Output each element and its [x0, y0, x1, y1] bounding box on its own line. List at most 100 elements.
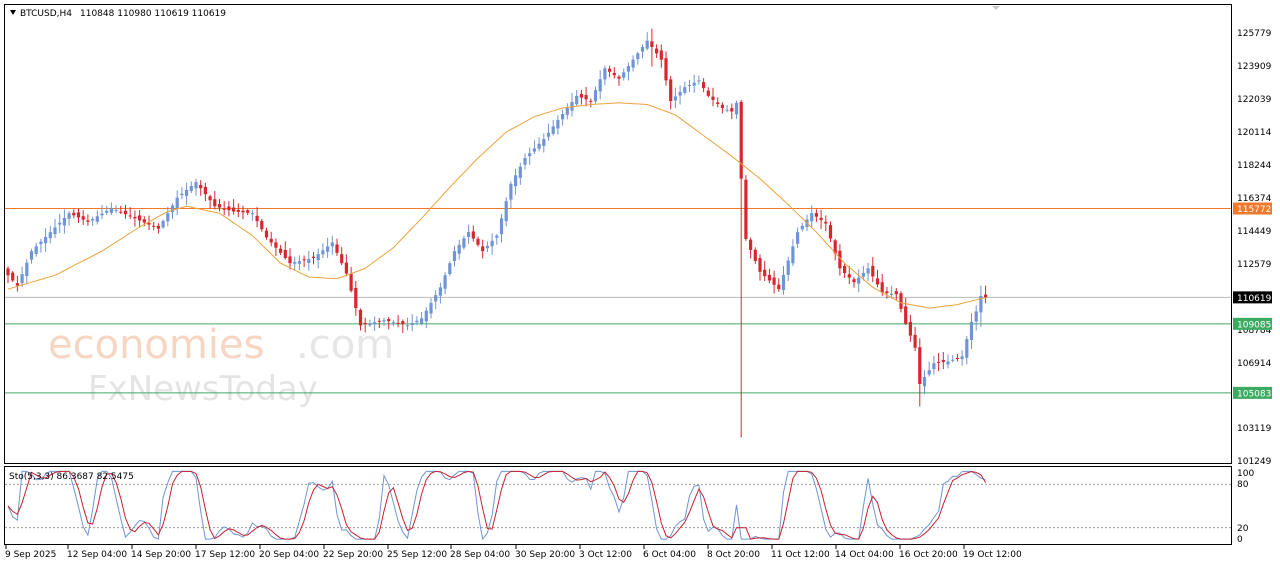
candle-body [485, 245, 489, 249]
candle-body [255, 215, 259, 222]
watermark: economies .com FxNewsToday [48, 322, 394, 409]
candle-body [551, 126, 555, 134]
candle-body [673, 96, 677, 101]
candle-body [232, 207, 236, 212]
candle-body [34, 246, 38, 254]
candle-body [311, 256, 316, 259]
time-tick-label: 30 Sep 20:00 [515, 550, 575, 560]
candle-body [875, 278, 880, 285]
candle-body [711, 96, 715, 100]
candle-body [194, 182, 198, 189]
candle-body [105, 210, 109, 213]
time-tick-label: 3 Oct 12:00 [579, 550, 632, 560]
main-panel-frame [4, 4, 1232, 464]
candle-body [683, 87, 687, 93]
candle-body [763, 269, 767, 277]
candle-body [222, 208, 226, 210]
candle-body [556, 120, 560, 129]
candle-body [927, 370, 931, 375]
price-tick: 118244 [1237, 161, 1272, 171]
symbol-dropdown-icon[interactable] [10, 10, 16, 15]
candle-body [72, 212, 76, 216]
candle-body [481, 246, 485, 252]
candle-body [565, 107, 569, 115]
candle-body [640, 47, 645, 52]
candle-body [25, 262, 29, 276]
candle-body [180, 193, 184, 196]
candle-body [11, 272, 15, 281]
candle-body [39, 241, 43, 245]
candle-body [598, 79, 602, 92]
candle-body [706, 90, 710, 96]
candle-body [260, 220, 264, 230]
scroll-marker-icon[interactable] [992, 6, 1000, 10]
candle-body [443, 275, 447, 289]
candle-body [241, 210, 245, 213]
candle-body [213, 199, 217, 207]
price-tick: 101249 [1237, 457, 1272, 467]
candle-body [617, 76, 621, 79]
price-tick: 120114 [1237, 128, 1272, 138]
candle-body [152, 225, 156, 227]
candle-body [937, 361, 941, 363]
candle-body [899, 293, 903, 309]
candle-body [941, 360, 945, 363]
candle-body [650, 41, 654, 48]
candle-body [772, 277, 776, 285]
candle-body [589, 100, 593, 102]
candle-body [185, 189, 189, 196]
candle-body [67, 213, 71, 219]
price-tick: 106914 [1237, 359, 1272, 369]
candle-body [918, 347, 922, 384]
ohlc-values: 110848 110980 110619 110619 [80, 9, 226, 19]
time-tick-label: 14 Sep 20:00 [131, 550, 191, 560]
candle-body [415, 320, 419, 323]
candle-body [570, 101, 574, 111]
candle-body [843, 265, 847, 273]
candle-body [913, 334, 917, 348]
candle-body [349, 273, 353, 291]
candle-body [532, 148, 536, 152]
candle-body [29, 251, 34, 260]
candle-body [438, 287, 442, 296]
candle-body [457, 244, 461, 254]
plot-layer [5, 28, 1231, 541]
price-axis: 125779 123909 122039 120114 118244 11637… [1237, 29, 1272, 467]
candle-body [434, 295, 438, 302]
time-tick-label: 20 Sep 04:00 [259, 550, 319, 560]
candle-body [161, 220, 165, 228]
candle-body [537, 143, 541, 149]
candle-body [767, 274, 771, 281]
candle-body [725, 109, 729, 111]
candle-body [800, 225, 804, 230]
candle-body [462, 238, 466, 248]
time-tick-label: 14 Oct 04:00 [835, 550, 894, 560]
candle-body [86, 220, 90, 222]
candle-body [687, 84, 692, 86]
time-tick-label: 25 Sep 12:00 [387, 550, 447, 560]
candle-body [166, 213, 170, 222]
candle-body [960, 356, 964, 360]
time-axis: 9 Sep 2025 12 Sep 04:00 14 Sep 20:00 17 Sep… [5, 545, 1022, 560]
candle-body [932, 363, 936, 370]
candle-body [697, 80, 701, 82]
candle-body [749, 239, 753, 250]
candle-body [138, 215, 142, 221]
stoch-panel-frame [4, 466, 1232, 545]
candle-body [659, 50, 663, 60]
watermark-line1-colored: economies [48, 322, 264, 368]
candle-body [861, 272, 865, 277]
candle-body [58, 222, 62, 225]
candle-body [405, 325, 410, 327]
candle-body [664, 58, 668, 81]
candle-body [340, 254, 344, 264]
stoch-tick: 100 [1237, 469, 1254, 479]
candle-body [307, 259, 311, 263]
candle-body [76, 212, 81, 218]
candle-body [542, 139, 546, 146]
time-tick-label: 11 Oct 12:00 [771, 550, 830, 560]
candle-body [283, 249, 287, 259]
candle-body [692, 82, 696, 86]
price-tag-box [1233, 386, 1272, 399]
candle-body [246, 210, 250, 213]
